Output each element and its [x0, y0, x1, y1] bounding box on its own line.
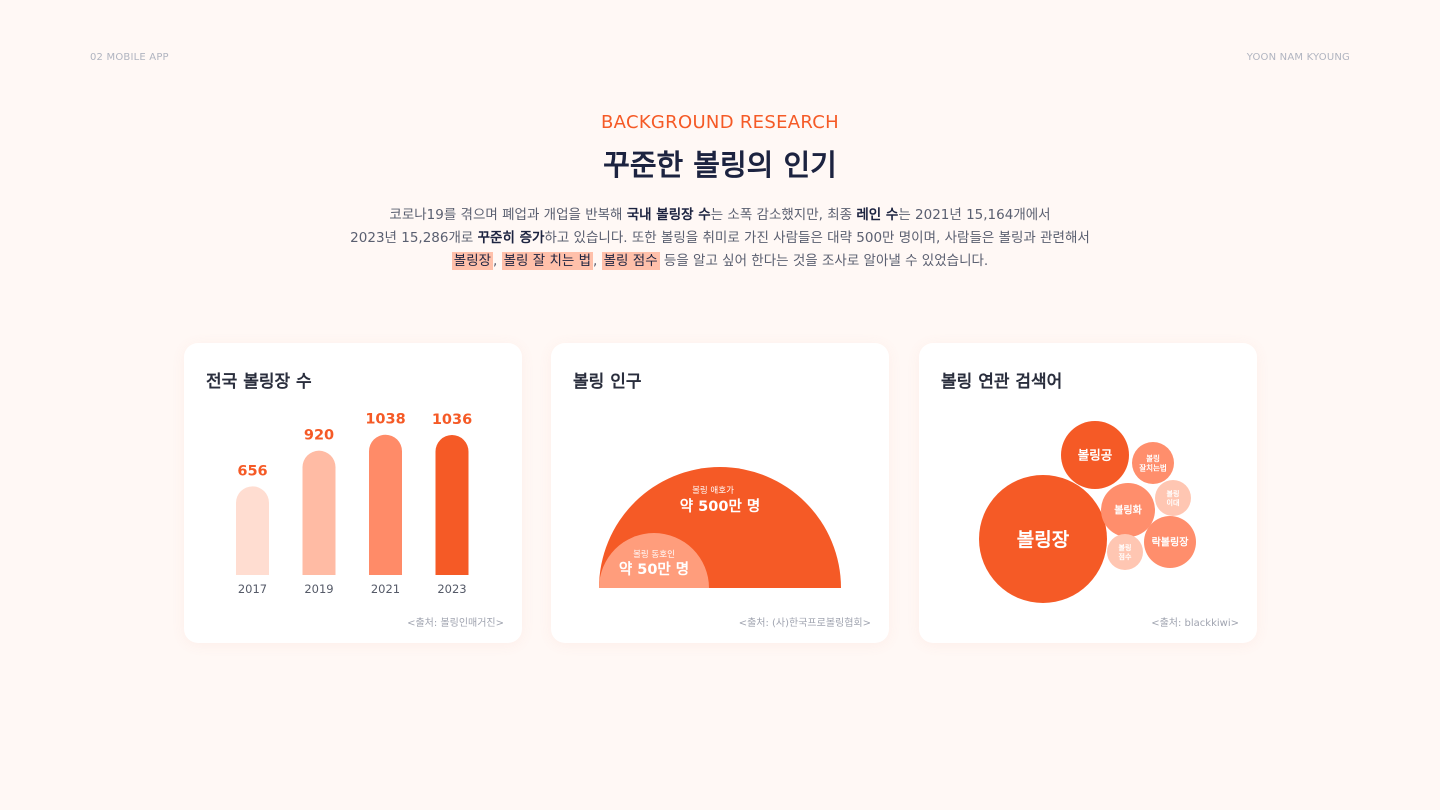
bubble-1	[979, 475, 1107, 603]
bar-value-label: 1036	[432, 412, 472, 428]
bubble-5	[1132, 442, 1174, 484]
description-line-3: 볼링장, 볼링 잘 치는 법, 볼링 점수 등을 알고 싶어 한다는 것을 조사…	[0, 250, 1440, 273]
bubble-3	[1101, 483, 1155, 537]
enthusiasts-value: 약 500만 명	[680, 497, 760, 515]
card-title: 전국 볼링장 수	[206, 372, 312, 392]
description: 코로나19를 겪으며 폐업과 개업을 반복해 국내 볼링장 수는 소폭 감소했지…	[0, 204, 1440, 273]
bar-value-label: 656	[237, 463, 267, 479]
description-line-2: 2023년 15,286개로 꾸준히 증가하고 있습니다. 또한 볼링을 취미로…	[0, 227, 1440, 250]
card-title: 볼링 연관 검색어	[941, 372, 1063, 392]
emphasis-text: 레인 수	[856, 207, 899, 223]
highlight-keyword: 볼링 잘 치는 법	[501, 252, 594, 270]
description-text: ,	[493, 253, 502, 269]
description-text: 2023년 15,286개로	[350, 230, 478, 246]
bubble-label: 볼링 잘치는법	[1139, 453, 1167, 472]
bubble-label: 볼링 점수	[1119, 543, 1132, 561]
section-label: 02 MOBILE APP	[90, 52, 169, 63]
page-title: 꾸준한 볼링의 인기	[603, 148, 837, 182]
description-text: 는 2021년 15,164개에서	[898, 207, 1051, 223]
x-tick-label: 2017	[238, 582, 267, 596]
highlight-keyword: 볼링 점수	[601, 252, 660, 270]
bar-2023	[435, 435, 469, 575]
highlight-keyword: 볼링장	[451, 252, 494, 270]
source-note: <출처: blackkiwi>	[1151, 618, 1239, 629]
source-note: <출처: 볼링인매거진>	[407, 618, 504, 629]
enthusiasts-name: 볼링 애호가	[692, 485, 734, 496]
bubble-label: 볼링장	[1017, 529, 1070, 551]
emphasis-text: 꾸준히 증가	[477, 230, 545, 246]
bar-value-label: 1038	[365, 412, 405, 428]
bubble-6	[1155, 480, 1191, 516]
bubble-7	[1107, 534, 1143, 570]
x-tick-label: 2021	[371, 582, 400, 596]
bubble-2	[1061, 421, 1129, 489]
description-line-1: 코로나19를 겪으며 폐업과 개업을 반복해 국내 볼링장 수는 소폭 감소했지…	[0, 204, 1440, 227]
bar-2017	[236, 486, 269, 575]
bubble-4	[1144, 516, 1196, 568]
semicircle-club-members	[599, 533, 709, 588]
description-text: ,	[593, 253, 602, 269]
card-bowling-alley-count: 전국 볼링장 수 656 2017 920 2019 1038 2021 1036 2023 …	[184, 343, 522, 643]
bar-value-label: 920	[304, 428, 334, 444]
description-text: 는 소폭 감소했지만, 최종	[710, 207, 857, 223]
population-chart: 볼링 애호가 약 500만 명 볼링 동호인 약 50만 명	[599, 467, 841, 588]
section-eyebrow: BACKGROUND RESEARCH	[601, 112, 839, 133]
bubble-label: 볼링화	[1114, 505, 1142, 517]
club-members-value: 약 50만 명	[619, 560, 689, 578]
bubble-label: 볼링 이대	[1167, 489, 1180, 507]
description-text: 코로나19를 겪으며 폐업과 개업을 반복해	[389, 207, 627, 223]
description-text: 하고 있습니다. 또한 볼링을 취미로 가진 사람들은 대략 500만 명이며,…	[544, 230, 1090, 246]
bubble-label: 락볼링장	[1152, 536, 1190, 549]
club-members-name: 볼링 동호인	[633, 549, 675, 560]
emphasis-text: 국내 볼링장 수	[626, 207, 711, 223]
bar-chart: 656 2017 920 2019 1038 2021 1036 2023	[236, 412, 472, 596]
bar-2019	[302, 450, 336, 575]
bubble-label: 볼링공	[1078, 448, 1113, 463]
x-tick-label: 2019	[304, 582, 333, 596]
card-title: 볼링 인구	[573, 372, 642, 392]
x-tick-label: 2023	[437, 582, 466, 596]
description-text: 등을 알고 싶어 한다는 것을 조사로 알아낼 수 있었습니다.	[659, 253, 989, 269]
card-bowling-population: 볼링 인구 볼링 애호가 약 500만 명 볼링 동호인 약 50만 명 <출처…	[551, 343, 889, 643]
bar-2021	[369, 434, 402, 575]
source-note: <출처: (사)한국프로볼링협회>	[738, 618, 871, 629]
author-name: YOON NAM KYOUNG	[1246, 52, 1350, 63]
